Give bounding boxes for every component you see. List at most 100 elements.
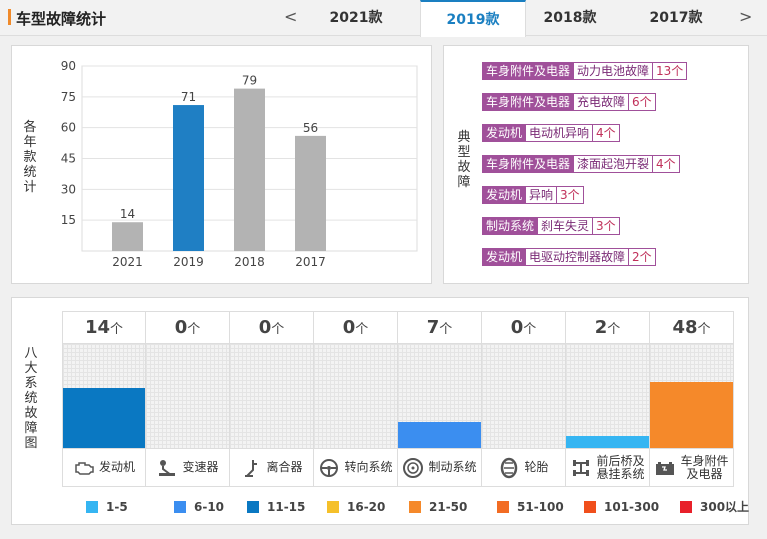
yearly-chart-ylabel-char: 款 bbox=[23, 150, 37, 165]
yearly-chart-ylabel-char: 计 bbox=[23, 180, 37, 195]
system-count: 48个 bbox=[650, 312, 733, 344]
system-name: 离合器 bbox=[266, 460, 303, 474]
system-column[interactable]: 0个 转向系统 bbox=[314, 311, 398, 487]
legend-item: 300以上 bbox=[680, 498, 750, 515]
system-count-number: 0 bbox=[510, 317, 524, 338]
y-tick-label: 45 bbox=[61, 152, 76, 166]
typical-fault-item[interactable]: 制动系统 刹车失灵 3个 bbox=[482, 217, 620, 235]
system-column[interactable]: 14个发动机 bbox=[62, 311, 146, 487]
bar-value-label: 79 bbox=[242, 74, 257, 88]
bar-2017 bbox=[295, 135, 326, 251]
tab-2019[interactable]: 2019款 bbox=[420, 0, 526, 37]
system-level-fill bbox=[650, 382, 733, 448]
system-count: 14个 bbox=[63, 312, 145, 344]
system-label: 车身附件 及电器 bbox=[650, 448, 733, 486]
tab-2018[interactable]: 2018款 bbox=[543, 10, 597, 26]
fault-count-tag: 2个 bbox=[629, 248, 656, 266]
system-count-unit: 个 bbox=[355, 322, 369, 337]
bar-2018 bbox=[234, 88, 265, 251]
y-tick-label: 60 bbox=[61, 121, 76, 135]
typical-faults-label: 典型故障 bbox=[457, 130, 471, 190]
system-name: 轮胎 bbox=[524, 460, 549, 474]
y-tick-label: 30 bbox=[61, 182, 76, 196]
bar-value-label: 56 bbox=[303, 121, 318, 135]
typical-fault-item[interactable]: 发动机 异响 3个 bbox=[482, 186, 584, 204]
prev-year-arrow-icon[interactable]: < bbox=[284, 7, 298, 26]
legend-label: 300以上 bbox=[700, 500, 750, 514]
fault-count-tag: 3个 bbox=[593, 217, 620, 235]
system-count-number: 0 bbox=[258, 317, 272, 338]
system-level-fill bbox=[566, 435, 649, 448]
fault-category-tag: 发动机 bbox=[482, 186, 527, 204]
typical-fault-item[interactable]: 发动机 电驱动控制器故障 2个 bbox=[482, 248, 656, 266]
x-tick-label: 2021 bbox=[112, 255, 143, 269]
system-count: 0个 bbox=[146, 312, 229, 344]
system-column[interactable]: 2个前后桥及 悬挂系统 bbox=[566, 311, 650, 487]
system-label: 前后桥及 悬挂系统 bbox=[566, 448, 649, 486]
systems-label-char: 图 bbox=[24, 436, 38, 451]
gear-shift-icon bbox=[156, 457, 178, 479]
yearly-chart-ylabel-char: 统 bbox=[23, 165, 37, 180]
legend-label: 6-10 bbox=[194, 499, 225, 514]
severity-legend: 1-5 6-10 11-15 16-20 21-50 51-100 101-300 300以上 bbox=[86, 498, 750, 515]
legend-label: 16-20 bbox=[347, 499, 386, 514]
typical-faults-label-char: 故 bbox=[457, 160, 471, 175]
yearly-chart-ylabel: 各年款统计 bbox=[23, 120, 37, 195]
system-column[interactable]: 0个变速器 bbox=[146, 311, 230, 487]
system-name: 前后桥及 悬挂系统 bbox=[596, 453, 645, 481]
system-count: 2个 bbox=[566, 312, 649, 344]
next-year-arrow-icon[interactable]: > bbox=[739, 7, 753, 26]
system-label: 转向系统 bbox=[314, 448, 397, 486]
system-count-unit: 个 bbox=[523, 322, 537, 337]
system-count-number: 14 bbox=[84, 317, 111, 338]
system-name: 变速器 bbox=[182, 460, 219, 474]
system-count-number: 2 bbox=[594, 317, 608, 338]
fault-count-tag: 4个 bbox=[593, 124, 620, 142]
fault-count-tag: 4个 bbox=[653, 155, 680, 173]
system-name: 发动机 bbox=[98, 460, 135, 474]
system-column[interactable]: 7个 制动系统 bbox=[398, 311, 482, 487]
y-tick-label: 75 bbox=[61, 90, 76, 104]
legend-item: 101-300 bbox=[584, 498, 680, 515]
legend-item: 11-15 bbox=[247, 498, 327, 515]
bar-value-label: 71 bbox=[181, 90, 196, 104]
legend-label: 101-300 bbox=[604, 499, 660, 514]
fault-category-tag: 车身附件及电器 bbox=[482, 155, 575, 173]
tab-2017[interactable]: 2017款 bbox=[649, 10, 703, 26]
legend-swatch bbox=[497, 500, 509, 513]
typical-fault-item[interactable]: 车身附件及电器 充电故障 6个 bbox=[482, 93, 656, 111]
system-count-unit: 个 bbox=[187, 322, 201, 337]
legend-item: 6-10 bbox=[174, 498, 247, 515]
legend-swatch bbox=[247, 500, 259, 513]
system-level-fill bbox=[63, 387, 145, 448]
fault-category-tag: 车身附件及电器 bbox=[482, 62, 575, 80]
fault-category-tag: 发动机 bbox=[482, 248, 527, 266]
tab-2021[interactable]: 2021款 bbox=[329, 10, 383, 26]
legend-label: 11-15 bbox=[267, 499, 306, 514]
typical-fault-item[interactable]: 车身附件及电器 漆面起泡开裂 4个 bbox=[482, 155, 680, 173]
system-label: 轮胎 bbox=[482, 448, 565, 486]
system-count-number: 48 bbox=[672, 317, 698, 338]
systems-label-char: 大 bbox=[24, 361, 38, 376]
legend-label: 21-50 bbox=[429, 499, 468, 514]
system-label: 离合器 bbox=[230, 448, 313, 486]
legend-swatch bbox=[680, 500, 692, 513]
fault-category-tag: 制动系统 bbox=[482, 217, 539, 235]
system-label: 制动系统 bbox=[398, 448, 481, 486]
system-column[interactable]: 48个车身附件 及电器 bbox=[650, 311, 734, 487]
typical-fault-item[interactable]: 车身附件及电器 动力电池故障 13个 bbox=[482, 62, 688, 80]
bar-2021 bbox=[112, 222, 143, 251]
systems-label-char: 故 bbox=[24, 406, 38, 421]
system-column[interactable]: 0个轮胎 bbox=[482, 311, 566, 487]
typical-fault-item[interactable]: 发动机 电动机异响 4个 bbox=[482, 124, 620, 142]
fault-name-tag: 漆面起泡开裂 bbox=[574, 155, 654, 173]
legend-swatch bbox=[174, 500, 186, 513]
system-count-unit: 个 bbox=[271, 322, 285, 337]
legend-item: 51-100 bbox=[497, 498, 584, 515]
system-column[interactable]: 0个离合器 bbox=[230, 311, 314, 487]
steering-wheel-icon bbox=[318, 457, 340, 479]
system-level-area bbox=[482, 344, 565, 448]
bar-value-label: 14 bbox=[120, 207, 135, 221]
fault-category-tag: 发动机 bbox=[482, 124, 527, 142]
fault-name-tag: 充电故障 bbox=[574, 93, 630, 111]
